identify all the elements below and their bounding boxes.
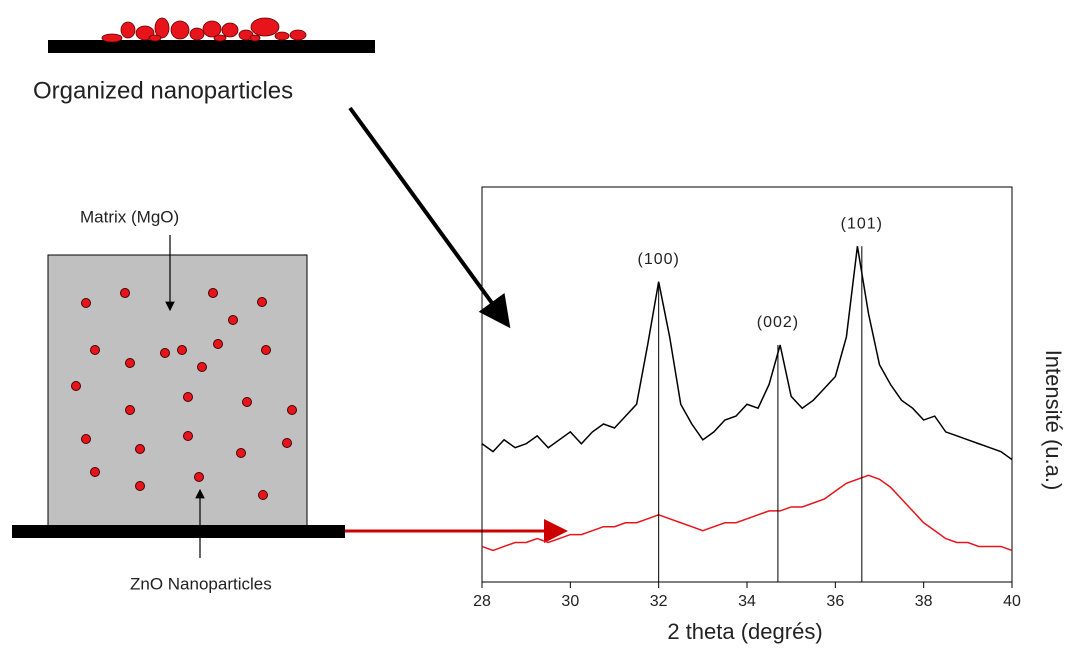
x-tick-label: 36: [826, 593, 844, 610]
nanoparticles: [71, 288, 297, 500]
matrix-label: Matrix (MgO): [80, 207, 179, 226]
peak-label: (101): [841, 215, 883, 232]
y-axis-label: Intensité (u.a.): [1041, 350, 1066, 491]
x-tick-label: 40: [1003, 593, 1021, 610]
x-axis-label: 2 theta (degrés): [667, 619, 822, 644]
matrix: [47, 254, 308, 529]
particles-label: ZnO Nanoparticles: [130, 574, 272, 593]
organized-sample: [48, 17, 375, 53]
line: [481, 246, 1013, 461]
x-tick-label: 34: [738, 593, 756, 610]
plot-frame: [481, 186, 1013, 583]
top-label: Organized nanoparticles: [33, 77, 293, 104]
x-tick-label: 38: [915, 593, 933, 610]
x-tick-label: 32: [650, 593, 668, 610]
substrate: [12, 525, 345, 538]
peak-label: (100): [637, 251, 679, 268]
arrow: [348, 106, 511, 329]
x-tick-label: 28: [473, 593, 491, 610]
line: [481, 474, 1013, 552]
peak-label: (002): [757, 314, 799, 331]
x-tick-label: 30: [561, 593, 579, 610]
